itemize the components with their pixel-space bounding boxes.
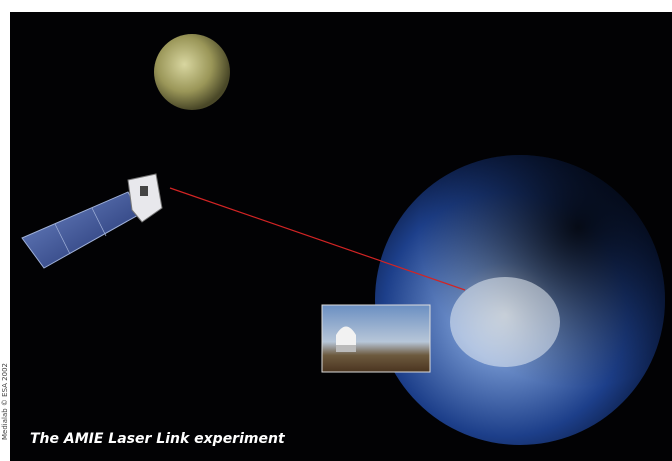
credit: Medialab © ESA 2002: [1, 363, 9, 440]
cloud-region: [450, 277, 560, 367]
caption: The AMIE Laser Link experiment: [30, 431, 286, 447]
illustration: The AMIE Laser Link experiment Medialab …: [0, 0, 672, 461]
observatory-inset: [322, 305, 430, 372]
moon: [154, 34, 230, 110]
